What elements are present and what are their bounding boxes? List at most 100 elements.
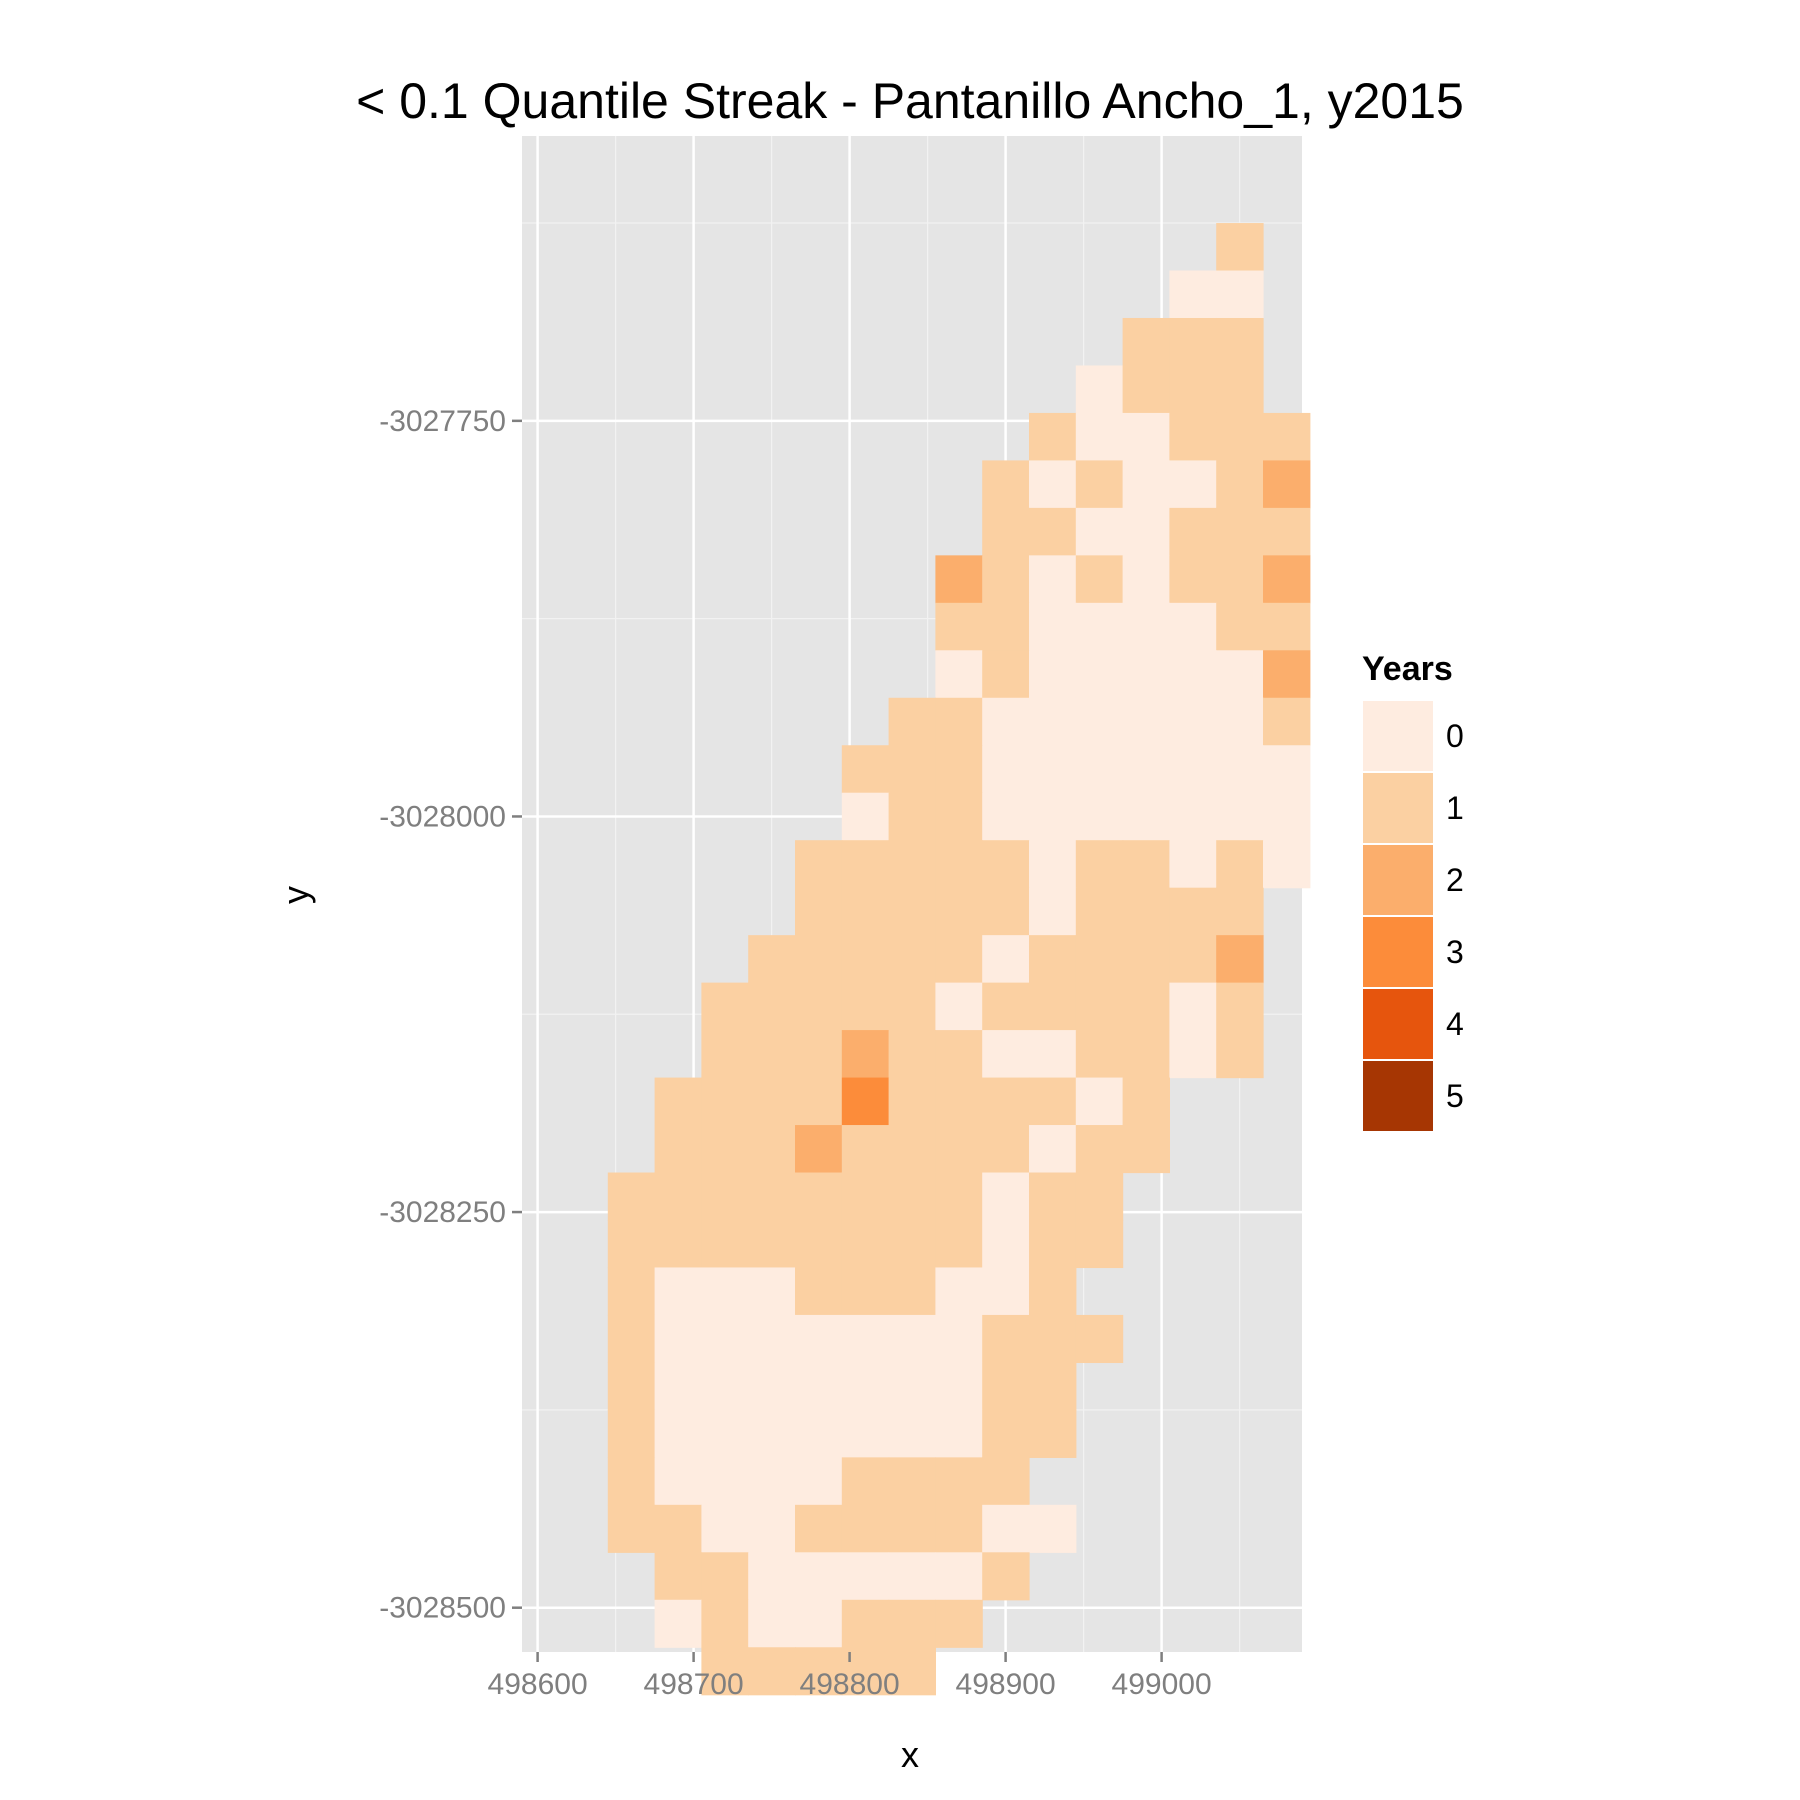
heatmap-cell (1216, 1030, 1264, 1079)
heatmap-cell (935, 982, 983, 1031)
heatmap-cell (795, 1599, 843, 1648)
heatmap-cell (841, 792, 890, 841)
heatmap-cell (1169, 602, 1217, 651)
legend-label: 2 (1446, 862, 1464, 898)
heatmap-cell (982, 1457, 1030, 1506)
heatmap-cell (841, 982, 890, 1031)
heatmap-cell (1216, 935, 1264, 984)
heatmap-cell (1075, 982, 1124, 1031)
heatmap-cell (935, 935, 983, 984)
heatmap-cell (1029, 1267, 1077, 1316)
heatmap-cell (1122, 840, 1170, 889)
heatmap-cell (748, 1504, 796, 1553)
heatmap-cell (1216, 697, 1264, 746)
heatmap-cell (841, 1030, 890, 1079)
heatmap-cell (795, 1504, 843, 1553)
heatmap-cell (841, 1172, 890, 1221)
heatmap-cell (1122, 412, 1170, 462)
heatmap-cell (1216, 745, 1264, 794)
heatmap-cell (654, 1219, 702, 1269)
heatmap-cell (1029, 602, 1077, 651)
heatmap-cell (935, 1552, 983, 1601)
heatmap-cell (1169, 460, 1217, 509)
legend: Years 0 1 2 3 4 5 (1361, 650, 1464, 1133)
heatmap-cell (1216, 792, 1264, 841)
heatmap-cell (888, 792, 936, 841)
heatmap-cell (982, 982, 1030, 1031)
heatmap-cell (982, 1219, 1030, 1269)
heatmap-cell (935, 1219, 983, 1269)
heatmap-cell (1122, 317, 1170, 367)
heatmap-cell (748, 935, 796, 984)
heatmap-cell (701, 1030, 749, 1079)
heatmap-cell (795, 982, 843, 1031)
heatmap-cell (607, 1314, 656, 1364)
heatmap-cell (1122, 1125, 1170, 1174)
heatmap-cell (888, 697, 936, 746)
heatmap-cell (888, 1647, 936, 1696)
heatmap-cell (935, 697, 983, 746)
heatmap-cell (1216, 460, 1264, 509)
heatmap-cell (748, 1362, 796, 1411)
heatmap-cell (1122, 697, 1170, 746)
heatmap-cell (982, 507, 1030, 556)
heatmap-cell (935, 840, 983, 889)
heatmap-cell (888, 840, 936, 889)
heatmap-cell (982, 1504, 1030, 1553)
heatmap-cell (701, 1552, 749, 1601)
heatmap-cell (1029, 412, 1077, 462)
x-tick-label: 498800 (800, 1668, 900, 1701)
heatmap-cell (795, 1647, 843, 1696)
heatmap-cell (1122, 365, 1170, 414)
y-tick-label: -3028250 (379, 1196, 506, 1229)
heatmap-cell (748, 1552, 796, 1601)
heatmap-cell (1029, 1314, 1077, 1364)
heatmap-cell (1216, 223, 1264, 272)
heatmap-cell (982, 697, 1030, 746)
heatmap-cell (1169, 697, 1217, 746)
heatmap-cell (982, 1314, 1030, 1364)
heatmap-cell (982, 1409, 1030, 1458)
heatmap-cell (1075, 460, 1124, 509)
heatmap-cell (748, 1172, 796, 1221)
heatmap-cell (1122, 792, 1170, 841)
heatmap-cell (795, 1077, 843, 1126)
heatmap-cell (795, 840, 843, 889)
heatmap-cell (935, 602, 983, 651)
x-tick-label: 498600 (488, 1668, 588, 1701)
heatmap-cell (701, 1172, 749, 1221)
heatmap-cell (607, 1504, 656, 1553)
heatmap-cell (888, 1409, 936, 1458)
heatmap-cell (982, 840, 1030, 889)
heatmap-cell (1029, 460, 1077, 509)
heatmap-cell (1263, 555, 1311, 604)
heatmap-cell (1216, 602, 1264, 651)
heatmap-cell (888, 1125, 936, 1174)
legend-key (1361, 771, 1435, 845)
x-axis-title: x (901, 1734, 919, 1775)
heatmap-cell (935, 1362, 983, 1411)
heatmap-cell (1075, 555, 1124, 604)
heatmap-cell (1216, 982, 1264, 1031)
heatmap-cell (1075, 602, 1124, 651)
legend-title: Years (1362, 650, 1453, 688)
heatmap-cell (1075, 1314, 1124, 1364)
heatmap-cell (982, 460, 1030, 509)
heatmap-cell (654, 1267, 702, 1316)
heatmap-cell (701, 1647, 749, 1696)
heatmap-cell (841, 1457, 890, 1506)
heatmap-cell (795, 887, 843, 936)
heatmap-cell (795, 935, 843, 984)
heatmap-cell (1169, 507, 1217, 556)
heatmap-cell (701, 1267, 749, 1316)
legend-key (1361, 915, 1435, 989)
legend-label: 0 (1446, 718, 1464, 754)
heatmap-cell (935, 1504, 983, 1553)
heatmap-cell (888, 1267, 936, 1316)
heatmap-cell (1029, 935, 1077, 984)
heatmap-cell (795, 1314, 843, 1364)
heatmap-cell (1075, 412, 1124, 462)
legend-label: 5 (1446, 1078, 1464, 1114)
heatmap-cell (888, 1457, 936, 1506)
